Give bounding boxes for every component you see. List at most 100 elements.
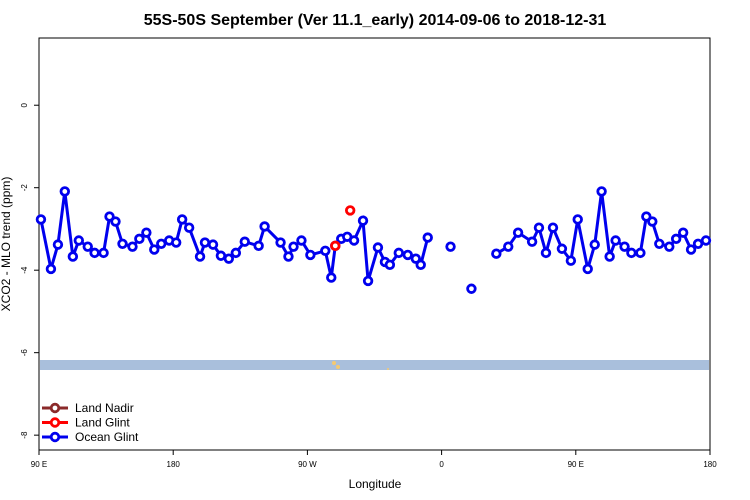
data-point [59,186,70,197]
data-point [52,239,64,250]
map-band [40,360,709,370]
data-point [445,241,456,252]
data-point [156,238,167,249]
legend-label: Land Nadir [75,401,134,415]
y-tick-label: -2 [20,184,29,192]
data-point [677,227,689,238]
data-point [604,251,615,262]
data-point [117,238,128,249]
x-tick-label: 90 W [298,460,317,469]
land-spot [332,361,336,365]
data-point [556,243,568,254]
data-point [194,251,206,262]
data-point [670,233,682,245]
legend-label: Land Glint [75,416,130,430]
y-tick-label: -6 [20,349,29,357]
data-point [626,247,637,259]
data-point [170,237,182,248]
data-point [348,235,360,246]
data-point [259,221,270,232]
data-point [82,241,93,252]
x-tick-label: 180 [703,460,717,469]
legend-label: Ocean Glint [75,430,139,444]
data-point [582,263,593,275]
data-point [415,259,426,271]
x-tick-label: 90 E [31,460,47,469]
data-point [176,214,188,225]
data-point [410,253,422,264]
data-point [239,236,250,247]
data-point [466,283,477,294]
data-point [207,239,219,250]
data-point [89,247,100,259]
data-point [619,241,630,252]
data-point [35,214,47,225]
data-point [326,272,337,283]
data-point [654,238,665,249]
y-tick-label: -4 [20,266,29,274]
data-point [596,186,607,197]
data-point [533,222,545,233]
x-tick-label: 180 [167,460,181,469]
data-point [230,247,242,259]
data-point [110,216,121,227]
land-spot [387,368,389,370]
legend-marker [49,417,61,428]
y-axis-label: XCO2 - MLO trend (ppm) [0,177,13,312]
data-point [526,236,538,247]
data-point [402,249,413,261]
data-point [67,251,79,262]
data-point [183,222,195,233]
data-point [512,227,524,238]
data-point [503,241,514,252]
x-tick-label: 0 [439,460,444,469]
y-tick-label: -8 [20,431,29,439]
data-point [357,215,369,226]
data-point [320,245,331,257]
legend-marker [49,402,61,414]
data-point [491,248,502,259]
data-point [223,253,235,264]
data-point [199,237,211,248]
data-point [547,222,559,233]
data-point [98,247,109,259]
data-point [685,244,697,255]
data-point [422,232,433,243]
data-point [384,259,396,271]
plot-frame [38,37,711,451]
data-point [393,247,405,259]
data-point [288,241,299,252]
data-point [253,240,264,252]
data-point [275,237,286,248]
data-point [700,235,712,246]
y-tick-label: 0 [20,102,29,107]
data-point [572,214,583,225]
legend-marker [49,431,61,443]
data-point [149,244,160,255]
data-point [635,247,646,259]
data-point [344,205,356,216]
data-point [305,249,316,261]
data-point [127,241,138,252]
data-point [134,233,145,245]
data-point [610,235,621,246]
data-point [647,216,658,227]
data-point [565,255,577,266]
data-point [45,263,57,275]
data-point [330,240,341,252]
x-tick-label: 90 E [568,460,584,469]
data-point [664,241,675,252]
data-point [540,247,552,259]
data-point [589,239,600,250]
chart-title: 55S-50S September (Ver 11.1_early) 2014-… [144,12,607,29]
data-point [283,251,294,262]
data-point [215,250,227,261]
x-axis-label: Longitude [349,477,402,491]
data-point [692,238,704,249]
data-point [296,235,307,246]
data-point [73,235,85,246]
data-point [362,275,374,287]
land-spot [336,365,340,369]
data-point [141,227,152,238]
